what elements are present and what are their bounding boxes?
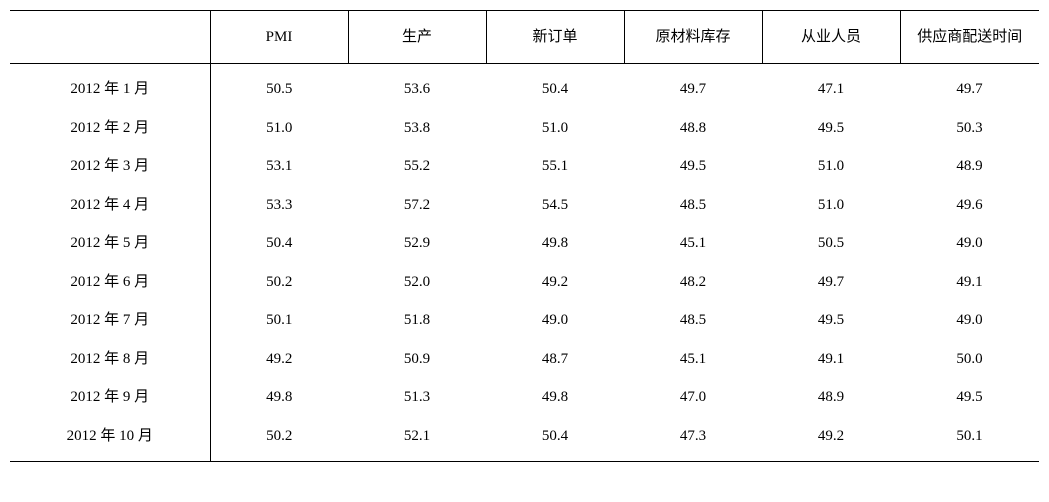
cell-value: 49.7 [624, 64, 762, 109]
row-label: 2012 年 3 月 [10, 147, 210, 186]
cell-value: 49.0 [900, 224, 1039, 263]
table-row: 2012 年 10 月50.252.150.447.349.250.1 [10, 417, 1039, 462]
cell-value: 50.4 [486, 417, 624, 462]
cell-value: 50.4 [486, 64, 624, 109]
row-label: 2012 年 8 月 [10, 340, 210, 379]
cell-value: 53.1 [210, 147, 348, 186]
cell-value: 50.1 [210, 301, 348, 340]
cell-value: 50.5 [210, 64, 348, 109]
row-label: 2012 年 4 月 [10, 186, 210, 225]
table-row: 2012 年 8 月49.250.948.745.149.150.0 [10, 340, 1039, 379]
header-empty [10, 11, 210, 64]
cell-value: 57.2 [348, 186, 486, 225]
table-row: 2012 年 3 月53.155.255.149.551.048.9 [10, 147, 1039, 186]
row-label: 2012 年 6 月 [10, 263, 210, 302]
cell-value: 53.6 [348, 64, 486, 109]
header-employees: 从业人员 [762, 11, 900, 64]
cell-value: 54.5 [486, 186, 624, 225]
cell-value: 49.7 [900, 64, 1039, 109]
cell-value: 50.0 [900, 340, 1039, 379]
table-row: 2012 年 7 月50.151.849.048.549.549.0 [10, 301, 1039, 340]
cell-value: 51.8 [348, 301, 486, 340]
cell-value: 47.1 [762, 64, 900, 109]
cell-value: 49.5 [762, 301, 900, 340]
cell-value: 52.9 [348, 224, 486, 263]
cell-value: 50.3 [900, 109, 1039, 148]
cell-value: 49.8 [486, 378, 624, 417]
cell-value: 55.1 [486, 147, 624, 186]
row-label: 2012 年 5 月 [10, 224, 210, 263]
cell-value: 51.0 [762, 147, 900, 186]
row-label: 2012 年 1 月 [10, 64, 210, 109]
row-label: 2012 年 7 月 [10, 301, 210, 340]
table-row: 2012 年 6 月50.252.049.248.249.749.1 [10, 263, 1039, 302]
cell-value: 50.1 [900, 417, 1039, 462]
table-row: 2012 年 9 月49.851.349.847.048.949.5 [10, 378, 1039, 417]
cell-value: 48.2 [624, 263, 762, 302]
header-new-orders: 新订单 [486, 11, 624, 64]
cell-value: 49.6 [900, 186, 1039, 225]
cell-value: 49.2 [486, 263, 624, 302]
table-row: 2012 年 5 月50.452.949.845.150.549.0 [10, 224, 1039, 263]
header-raw-materials: 原材料库存 [624, 11, 762, 64]
cell-value: 48.5 [624, 301, 762, 340]
table-row: 2012 年 4 月53.357.254.548.551.049.6 [10, 186, 1039, 225]
cell-value: 48.9 [900, 147, 1039, 186]
cell-value: 49.1 [900, 263, 1039, 302]
cell-value: 47.3 [624, 417, 762, 462]
cell-value: 49.2 [210, 340, 348, 379]
cell-value: 49.0 [486, 301, 624, 340]
cell-value: 52.0 [348, 263, 486, 302]
cell-value: 48.5 [624, 186, 762, 225]
cell-value: 52.1 [348, 417, 486, 462]
cell-value: 47.0 [624, 378, 762, 417]
header-delivery-time: 供应商配送时间 [900, 11, 1039, 64]
table-header-row: PMI 生产 新订单 原材料库存 从业人员 供应商配送时间 [10, 11, 1039, 64]
cell-value: 49.7 [762, 263, 900, 302]
row-label: 2012 年 2 月 [10, 109, 210, 148]
cell-value: 49.5 [624, 147, 762, 186]
cell-value: 51.0 [762, 186, 900, 225]
cell-value: 53.8 [348, 109, 486, 148]
cell-value: 50.2 [210, 263, 348, 302]
cell-value: 55.2 [348, 147, 486, 186]
cell-value: 50.9 [348, 340, 486, 379]
cell-value: 49.8 [210, 378, 348, 417]
cell-value: 51.0 [210, 109, 348, 148]
cell-value: 45.1 [624, 340, 762, 379]
cell-value: 50.4 [210, 224, 348, 263]
table-body: 2012 年 1 月50.553.650.449.747.149.72012 年… [10, 64, 1039, 462]
cell-value: 50.5 [762, 224, 900, 263]
table-row: 2012 年 2 月51.053.851.048.849.550.3 [10, 109, 1039, 148]
pmi-table-container: PMI 生产 新订单 原材料库存 从业人员 供应商配送时间 2012 年 1 月… [10, 10, 1039, 462]
pmi-data-table: PMI 生产 新订单 原材料库存 从业人员 供应商配送时间 2012 年 1 月… [10, 10, 1039, 462]
row-label: 2012 年 10 月 [10, 417, 210, 462]
table-row: 2012 年 1 月50.553.650.449.747.149.7 [10, 64, 1039, 109]
cell-value: 49.0 [900, 301, 1039, 340]
cell-value: 45.1 [624, 224, 762, 263]
cell-value: 53.3 [210, 186, 348, 225]
cell-value: 51.0 [486, 109, 624, 148]
cell-value: 48.9 [762, 378, 900, 417]
cell-value: 50.2 [210, 417, 348, 462]
cell-value: 49.1 [762, 340, 900, 379]
cell-value: 49.5 [762, 109, 900, 148]
cell-value: 48.7 [486, 340, 624, 379]
cell-value: 48.8 [624, 109, 762, 148]
header-pmi: PMI [210, 11, 348, 64]
cell-value: 49.8 [486, 224, 624, 263]
row-label: 2012 年 9 月 [10, 378, 210, 417]
cell-value: 49.2 [762, 417, 900, 462]
cell-value: 49.5 [900, 378, 1039, 417]
header-production: 生产 [348, 11, 486, 64]
cell-value: 51.3 [348, 378, 486, 417]
